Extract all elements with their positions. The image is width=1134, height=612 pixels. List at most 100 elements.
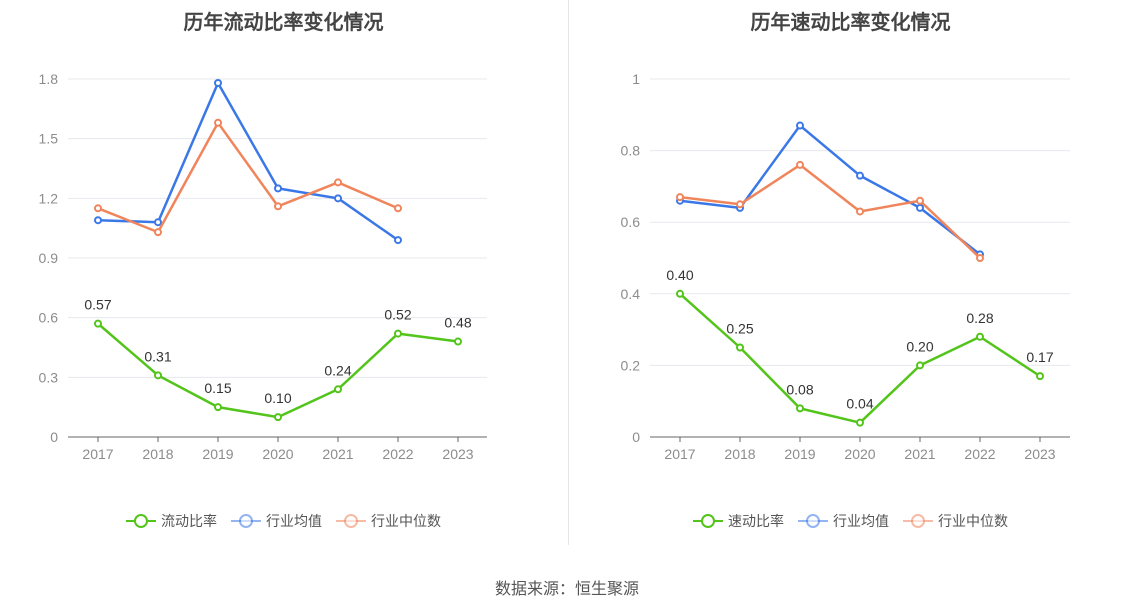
data-point[interactable] (454, 337, 462, 346)
data-point[interactable] (916, 196, 924, 205)
data-label: 0.15 (204, 380, 231, 396)
data-point[interactable] (394, 236, 402, 245)
data-point[interactable] (94, 204, 102, 213)
data-point[interactable] (94, 216, 102, 225)
data-label: 0.24 (324, 362, 351, 378)
series-line (679, 124, 981, 256)
legend-item-current-ratio[interactable]: 流动比率 (126, 511, 217, 531)
legend-item-industry-mean[interactable]: 行业均值 (798, 511, 889, 531)
y-tick-label: 0 (632, 429, 640, 445)
y-tick-label: 0.6 (39, 310, 59, 326)
data-point[interactable] (676, 289, 684, 298)
chart-title: 历年速动比率变化情况 (750, 12, 951, 34)
legend-item-quick-ratio[interactable]: 速动比率 (693, 511, 784, 531)
data-point[interactable] (94, 319, 102, 328)
y-tick-label: 0.2 (621, 357, 641, 373)
x-tick-label: 2020 (262, 446, 293, 462)
chart-divider (568, 0, 569, 545)
y-tick-label: 0.3 (39, 369, 59, 385)
data-point[interactable] (274, 202, 282, 211)
y-tick-label: 1.8 (39, 71, 59, 87)
x-tick-label: 2022 (964, 446, 995, 462)
data-label: 0.28 (966, 310, 993, 326)
data-point[interactable] (334, 385, 342, 394)
data-label: 0.57 (84, 297, 111, 313)
data-label: 0.20 (906, 338, 933, 354)
legend-marker-icon (903, 513, 933, 529)
data-point[interactable] (856, 171, 864, 180)
data-point[interactable] (214, 403, 222, 412)
data-point[interactable] (154, 228, 162, 237)
legend-marker-icon (231, 513, 261, 529)
data-label: 0.48 (444, 315, 471, 331)
plot-area: 0 0.3 0.6 0.9 1.2 1.5 1.8 2017 2018 2019 2020 2021 2… (39, 71, 487, 462)
legend-marker-icon (126, 513, 156, 529)
x-tick-label: 2020 (844, 446, 875, 462)
legend-label: 行业中位数 (938, 513, 1008, 529)
data-point[interactable] (154, 371, 162, 380)
data-point[interactable] (274, 184, 282, 193)
data-point[interactable] (976, 254, 984, 262)
data-label: 0.40 (666, 267, 693, 283)
data-point[interactable] (334, 178, 342, 187)
legend: 速动比率 行业均值 行业中位数 (567, 511, 1134, 531)
data-label: 0.17 (1026, 349, 1053, 365)
data-point[interactable] (736, 343, 744, 352)
data-point[interactable] (796, 121, 804, 130)
y-tick-label: 0.9 (39, 250, 59, 266)
data-point[interactable] (796, 404, 804, 413)
legend-label: 速动比率 (728, 513, 784, 529)
data-point[interactable] (394, 329, 402, 338)
x-tick-label: 2019 (784, 446, 815, 462)
data-point[interactable] (856, 418, 864, 427)
x-tick-label: 2021 (904, 446, 935, 462)
y-tick-label: 1 (632, 71, 640, 87)
legend-item-industry-median[interactable]: 行业中位数 (903, 511, 1008, 531)
x-tick-label: 2017 (82, 446, 113, 462)
series-line (97, 121, 399, 234)
chart-quick-ratio: 历年速动比率变化情况 0 0.2 0.4 0.6 0.8 1 2017 2018 2019 202… (567, 0, 1134, 545)
y-tick-label: 0.6 (621, 214, 641, 230)
x-tick-label: 2019 (202, 446, 233, 462)
data-point[interactable] (736, 200, 744, 209)
data-label: 0.08 (786, 381, 813, 397)
chart-title: 历年流动比率变化情况 (183, 12, 384, 34)
data-source-note: 数据来源：恒生聚源 (494, 581, 639, 598)
chart-current-ratio: 历年流动比率变化情况 0 0.3 0.6 0.9 1.2 1.5 1.8 2017 2018 20… (0, 0, 567, 545)
data-label: 0.31 (144, 348, 171, 364)
y-tick-label: 1.2 (39, 190, 59, 206)
data-point[interactable] (916, 203, 924, 212)
data-point[interactable] (796, 160, 804, 169)
x-tick-label: 2018 (724, 446, 755, 462)
data-point[interactable] (334, 194, 342, 203)
y-tick-label: 1.5 (39, 131, 59, 147)
legend-item-industry-median[interactable]: 行业中位数 (336, 511, 441, 531)
data-label: 0.04 (846, 396, 873, 412)
data-point[interactable] (154, 218, 162, 227)
series-line (97, 81, 399, 242)
legend-label: 行业中位数 (371, 513, 441, 529)
data-point[interactable] (214, 118, 222, 127)
x-tick-label: 2023 (1024, 446, 1055, 462)
plot-area: 0 0.2 0.4 0.6 0.8 1 2017 2018 2019 2020 2021 2022 20… (621, 71, 1070, 462)
legend-marker-icon (336, 513, 366, 529)
data-label: 0.25 (726, 321, 753, 337)
legend-label: 行业均值 (833, 513, 889, 529)
data-point[interactable] (394, 204, 402, 213)
legend-item-industry-mean[interactable]: 行业均值 (231, 511, 322, 531)
data-point[interactable] (214, 78, 222, 87)
series-line (679, 163, 981, 259)
legend-marker-icon (798, 513, 828, 529)
data-point[interactable] (274, 413, 282, 422)
legend-marker-icon (693, 513, 723, 529)
data-point[interactable] (916, 361, 924, 370)
data-point[interactable] (1036, 372, 1044, 381)
data-point[interactable] (676, 193, 684, 202)
x-tick-label: 2022 (382, 446, 413, 462)
data-point[interactable] (856, 207, 864, 216)
data-point[interactable] (976, 332, 984, 341)
legend: 流动比率 行业均值 行业中位数 (0, 511, 567, 531)
x-tick-label: 2021 (322, 446, 353, 462)
legend-label: 行业均值 (266, 513, 322, 529)
y-tick-label: 0.8 (621, 143, 641, 159)
